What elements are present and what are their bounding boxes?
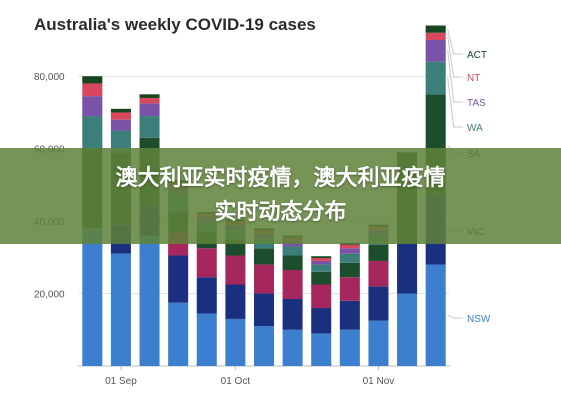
bar-segment-nt xyxy=(139,97,160,104)
bar-segment-nt xyxy=(339,244,360,249)
legend-label-nt: NT xyxy=(467,73,480,84)
bar-segment-wa xyxy=(110,130,131,153)
bar-segment-sa xyxy=(253,248,275,265)
bar-segment-nsw xyxy=(110,253,131,366)
bar-segment-nsw xyxy=(139,235,160,366)
bar-segment-nt xyxy=(425,32,446,40)
bar-segment-sa xyxy=(368,244,389,261)
bar-segment-nsw xyxy=(339,329,360,366)
bar-segment-wa xyxy=(339,253,360,263)
bar-segment-vic xyxy=(168,255,189,303)
bar-segment-sa xyxy=(311,271,332,285)
bar-segment-qld xyxy=(282,270,303,299)
legend-label-nsw: NSW xyxy=(467,314,491,325)
bar-segment-wa xyxy=(139,116,160,138)
bar-segment-nsw xyxy=(168,302,189,366)
bar-segment-nsw xyxy=(425,264,446,366)
banner-line-2: 实时动态分布 xyxy=(214,200,347,225)
legend-label-act: ACT xyxy=(467,50,487,61)
overlay-banner: 澳大利亚实时疫情，澳大利亚疫情 实时动态分布 xyxy=(0,148,561,244)
banner-line-1: 澳大利亚实时疫情，澳大利亚疫情 xyxy=(115,166,446,191)
bar-segment-nt xyxy=(82,83,103,97)
bar-segment-tas xyxy=(139,103,160,117)
bar-segment-nt xyxy=(311,258,332,261)
legend-leader-line xyxy=(447,314,463,319)
legend-label-tas: TAS xyxy=(467,98,486,109)
bar-segment-act xyxy=(110,108,131,113)
bar-segment-nsw xyxy=(368,320,389,366)
bar-segment-tas xyxy=(110,119,131,131)
bar-segment-sa xyxy=(339,262,360,278)
legend-leader-line xyxy=(447,50,463,103)
x-tick-label: 01 Oct xyxy=(221,376,251,387)
bar-segment-qld xyxy=(311,284,332,309)
chart-title: Australia's weekly COVID-19 cases xyxy=(34,15,316,34)
bar-segment-act xyxy=(139,94,160,98)
bar-segment-wa xyxy=(282,246,303,256)
bar-segment-qld xyxy=(253,264,275,294)
x-tick-label: 01 Sep xyxy=(105,376,137,387)
bar-segment-act xyxy=(82,76,103,84)
y-tick-label: 80,000 xyxy=(34,72,65,83)
bar-segment-vic xyxy=(311,308,332,334)
y-tick-label: 20,000 xyxy=(34,290,65,301)
bar-segment-vic xyxy=(225,284,246,319)
legend-leader-line xyxy=(447,29,463,55)
bar-segment-vic xyxy=(397,242,418,294)
bar-segment-act xyxy=(425,25,446,33)
bar-segment-tas xyxy=(339,248,360,254)
bar-segment-sa xyxy=(282,255,303,271)
bar-segment-tas xyxy=(82,96,103,117)
bar-segment-nsw xyxy=(397,293,418,366)
bar-segment-vic xyxy=(253,293,275,327)
legend-leader-line xyxy=(447,77,463,128)
bar-segment-wa xyxy=(425,61,446,95)
bar-segment-vic xyxy=(282,298,303,330)
legend-label-wa: WA xyxy=(467,123,483,134)
bar-segment-qld xyxy=(339,277,360,301)
bar-segment-nt xyxy=(110,112,131,120)
bar-segment-tas xyxy=(425,40,446,62)
bar-segment-act xyxy=(311,256,332,259)
bar-segment-nsw xyxy=(311,333,332,366)
x-axis: 01 Sep 01 Oct 01 Nov xyxy=(105,366,394,387)
bar-segment-nsw xyxy=(282,329,303,366)
bar-segment-nsw xyxy=(253,326,275,366)
bar-segment-nsw xyxy=(196,313,217,366)
legend-leader-line xyxy=(447,36,463,78)
bar-segment-nsw xyxy=(82,228,103,366)
bar-segment-tas xyxy=(311,260,332,265)
x-tick-label: 01 Nov xyxy=(363,376,395,387)
bar-segment-qld xyxy=(225,255,246,285)
bar-segment-vic xyxy=(196,277,217,314)
bar-segment-wa xyxy=(82,116,103,149)
bar-segment-nsw xyxy=(225,318,246,366)
bar-segment-qld xyxy=(196,248,217,278)
bar-segment-wa xyxy=(311,264,332,272)
bar-segment-vic xyxy=(339,300,360,330)
bar-segment-vic xyxy=(368,286,389,321)
bar-segment-qld xyxy=(368,260,389,287)
